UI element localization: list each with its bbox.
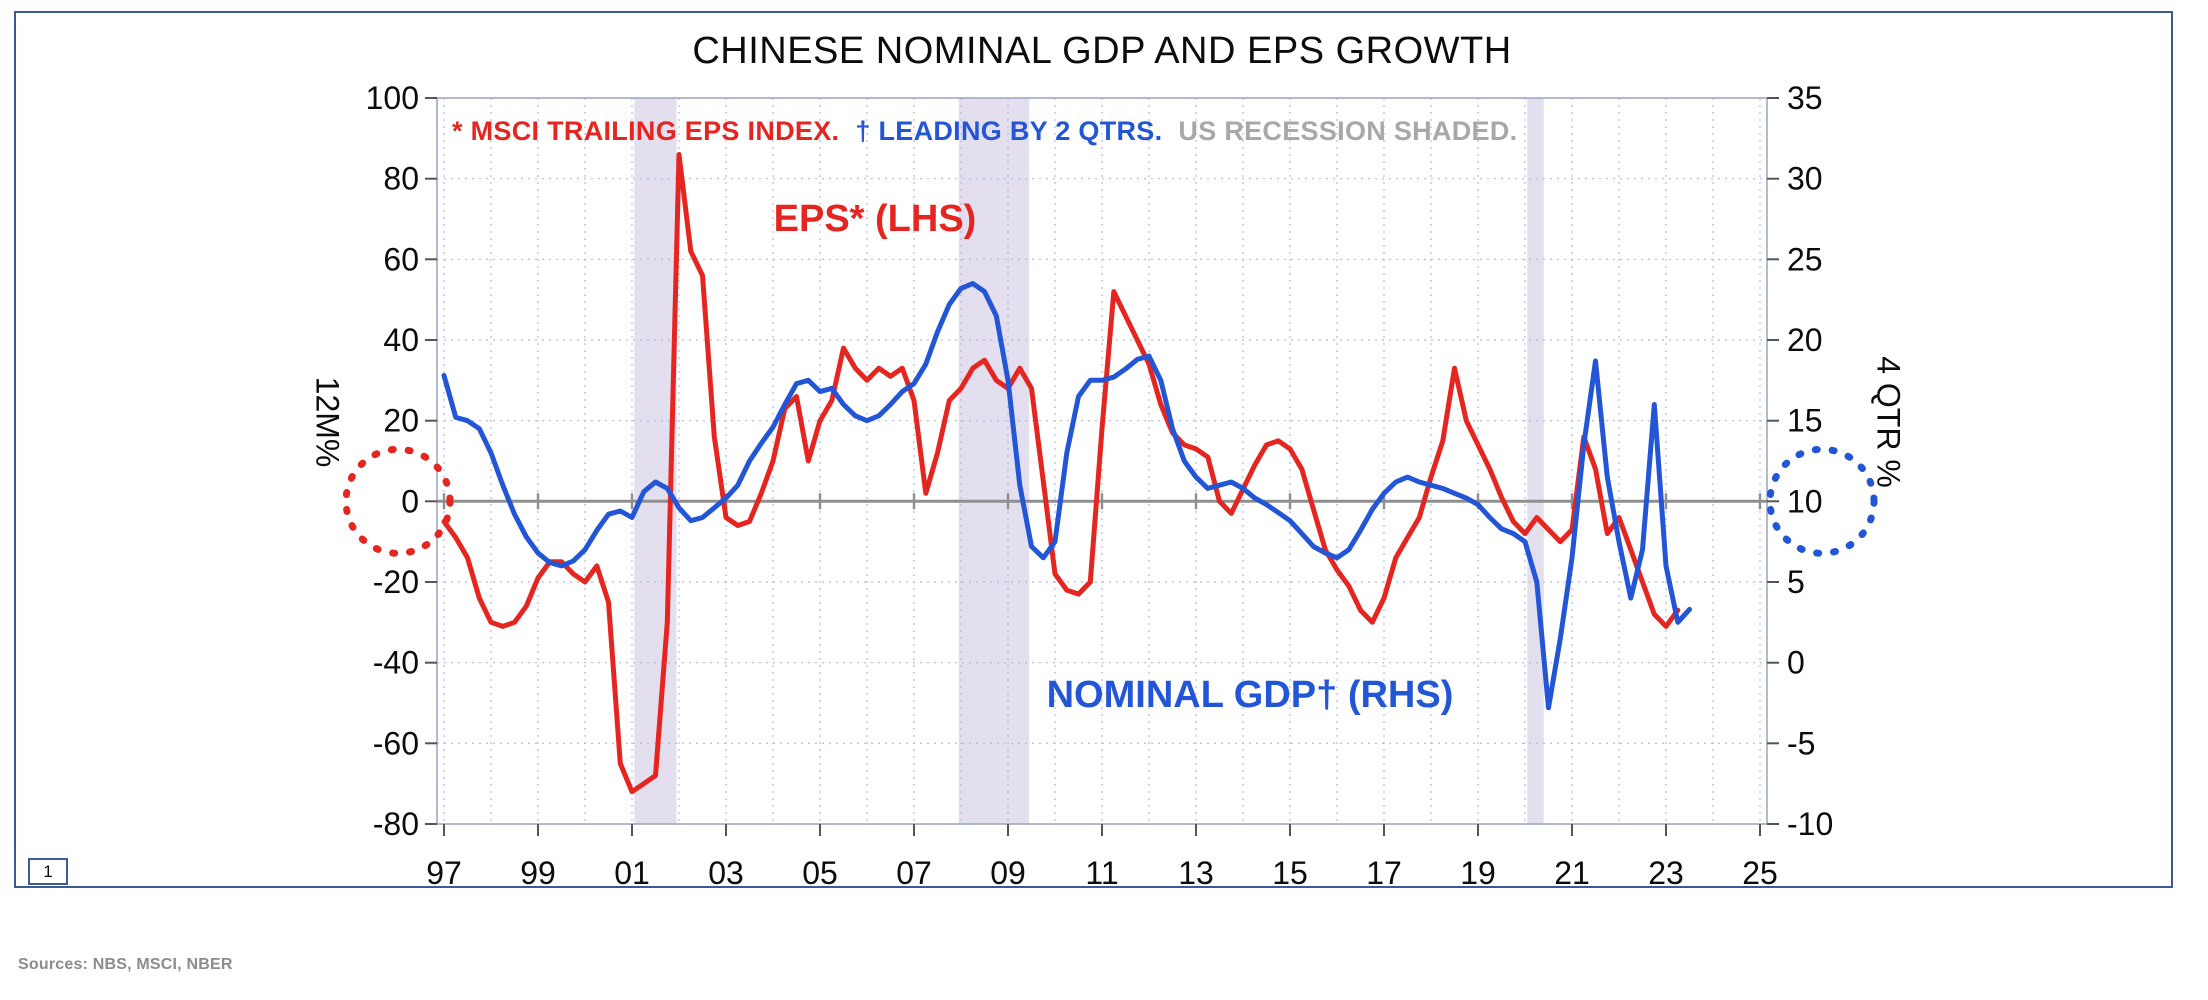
x-axis-tick-label: 15 <box>1272 855 1308 891</box>
x-axis-tick-label: 21 <box>1554 855 1590 891</box>
left-axis-tick-label: 20 <box>383 403 419 439</box>
x-axis-tick-label: 97 <box>426 855 462 891</box>
right-axis-tick-label: 20 <box>1787 322 1823 358</box>
gdp-series-line <box>441 281 1692 711</box>
right-axis-tick-label: 5 <box>1787 564 1805 600</box>
chart-legend: * MSCI TRAILING EPS INDEX. † LEADING BY 2… <box>452 116 1533 147</box>
x-axis-tick-label: 07 <box>896 855 932 891</box>
legend-recession-note: US RECESSION SHADED. <box>1178 116 1518 146</box>
right-axis-tick-label: 15 <box>1787 403 1823 439</box>
legend-lead-note: † LEADING BY 2 QTRS. <box>855 116 1163 146</box>
recession-band <box>1527 98 1544 824</box>
right-axis-title: 4 QTR % <box>1870 356 1907 488</box>
x-axis-tick-label: 99 <box>520 855 556 891</box>
x-axis-tick-label: 19 <box>1460 855 1496 891</box>
eps-series-label: EPS* (LHS) <box>773 198 977 240</box>
left-axis-tick-label: -20 <box>373 564 419 600</box>
eps-series-line <box>441 152 1681 795</box>
right-axis-tick-label: 10 <box>1787 483 1823 519</box>
x-axis-tick-label: 13 <box>1178 855 1214 891</box>
legend-eps-note: * MSCI TRAILING EPS INDEX. <box>452 116 840 146</box>
left-axis-tick-label: -40 <box>373 645 419 681</box>
right-axis-tick-label: 30 <box>1787 161 1823 197</box>
x-axis-tick-label: 17 <box>1366 855 1402 891</box>
right-axis-tick-label: -10 <box>1787 806 1833 842</box>
left-zero-circle <box>342 445 454 557</box>
x-axis-tick-label: 01 <box>614 855 650 891</box>
right-axis-tick-label: 35 <box>1787 80 1823 116</box>
sources-note: Sources: NBS, MSCI, NBER <box>18 956 233 973</box>
left-axis-tick-label: 0 <box>401 483 419 519</box>
left-axis-tick-label: 60 <box>383 241 419 277</box>
chart-title: CHINESE NOMINAL GDP AND EPS GROWTH <box>692 30 1512 72</box>
right-ten-circle <box>1766 445 1878 557</box>
right-axis-tick-label: 0 <box>1787 645 1805 681</box>
gdp-series-label: NOMINAL GDP† (RHS) <box>1046 674 1454 716</box>
page-number: 1 <box>28 858 68 885</box>
x-axis-tick-label: 23 <box>1648 855 1684 891</box>
left-axis-tick-label: 40 <box>383 322 419 358</box>
x-axis-tick-label: 25 <box>1742 855 1778 891</box>
x-axis-tick-label: 05 <box>802 855 838 891</box>
left-axis-tick-label: 80 <box>383 161 419 197</box>
x-axis-tick-label: 09 <box>990 855 1026 891</box>
x-axis-tick-label: 03 <box>708 855 744 891</box>
right-axis-tick-label: 25 <box>1787 241 1823 277</box>
left-axis-title: 12M% <box>309 376 346 468</box>
left-axis-tick-label: 100 <box>366 80 419 116</box>
left-axis-tick-label: -80 <box>373 806 419 842</box>
x-axis-tick-label: 11 <box>1085 855 1118 891</box>
right-axis-tick-label: -5 <box>1787 725 1815 761</box>
left-axis-tick-label: -60 <box>373 725 419 761</box>
